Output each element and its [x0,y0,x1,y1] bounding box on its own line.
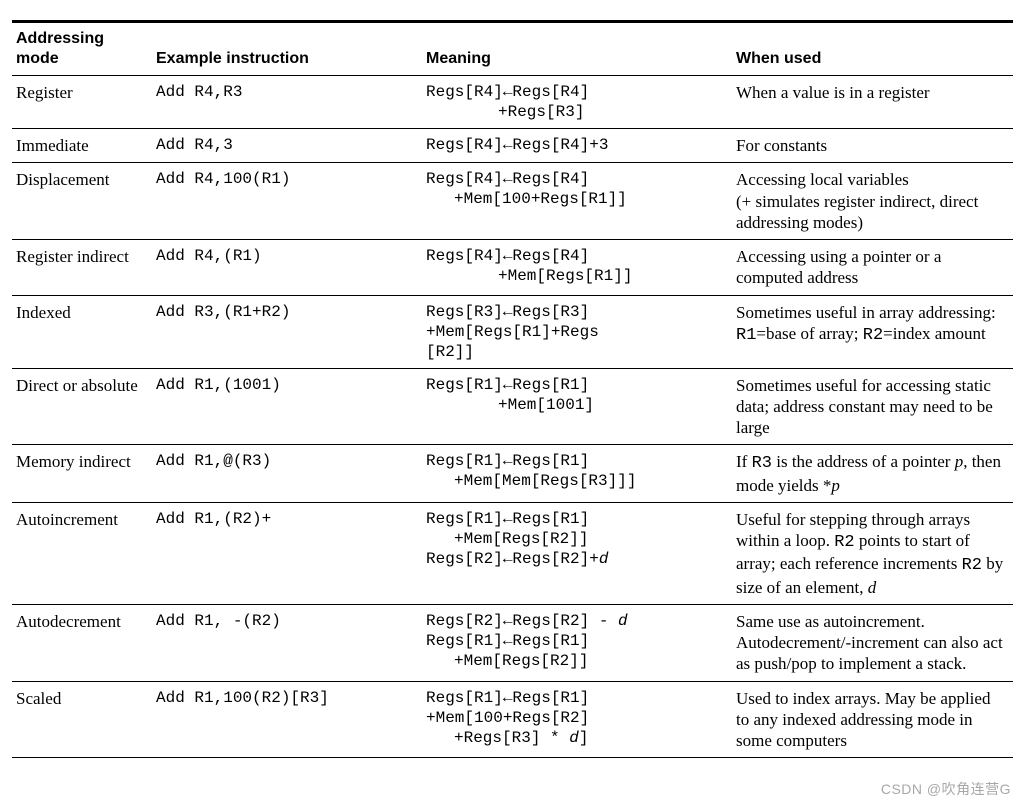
col-header-example: Example instruction [152,22,422,76]
cell-when: If R3 is the address of a pointer p, the… [732,445,1013,503]
cell-mode: Autoincrement [12,502,152,604]
cell-when: For constants [732,129,1013,163]
cell-mode: Register indirect [12,240,152,296]
cell-when: Accessing using a pointer or a computed … [732,240,1013,296]
cell-mode: Immediate [12,129,152,163]
cell-meaning: Regs[R4]←Regs[R4]+3 [422,129,732,163]
cell-when: When a value is in a register [732,76,1013,129]
cell-mode: Displacement [12,163,152,240]
cell-example: Add R1,(R2)+ [152,502,422,604]
cell-meaning: Regs[R4]←Regs[R4]+Mem[100+Regs[R1]] [422,163,732,240]
table-row: Register indirectAdd R4,(R1)Regs[R4]←Reg… [12,240,1013,296]
cell-when: Same use as autoincrement. Autodecrement… [732,604,1013,681]
cell-mode: Indexed [12,295,152,368]
cell-mode: Register [12,76,152,129]
table-row: DisplacementAdd R4,100(R1)Regs[R4]←Regs[… [12,163,1013,240]
cell-meaning: Regs[R1]←Regs[R1]+Mem[Regs[R2]]Regs[R2]←… [422,502,732,604]
table-row: RegisterAdd R4,R3Regs[R4]←Regs[R4]+Regs[… [12,76,1013,129]
cell-example: Add R1,@(R3) [152,445,422,503]
table-row: Direct or absoluteAdd R1,(1001)Regs[R1]←… [12,368,1013,445]
col-header-meaning: Meaning [422,22,732,76]
cell-meaning: Regs[R1]←Regs[R1]+Mem[1001] [422,368,732,445]
watermark: CSDN @吹角连营G [881,781,1011,799]
cell-example: Add R4,R3 [152,76,422,129]
cell-example: Add R4,(R1) [152,240,422,296]
cell-mode: Memory indirect [12,445,152,503]
cell-meaning: Regs[R4]←Regs[R4]+Mem[Regs[R1]] [422,240,732,296]
cell-mode: Autodecrement [12,604,152,681]
cell-meaning: Regs[R3]←Regs[R3]+Mem[Regs[R1]+Regs[R2]] [422,295,732,368]
cell-mode: Direct or absolute [12,368,152,445]
cell-example: Add R1,100(R2)[R3] [152,681,422,758]
cell-example: Add R4,100(R1) [152,163,422,240]
table-header: Addressingmode Example instruction Meani… [12,22,1013,76]
table-row: ImmediateAdd R4,3Regs[R4]←Regs[R4]+3For … [12,129,1013,163]
cell-when: Sometimes useful in array addressing: R1… [732,295,1013,368]
cell-example: Add R1,(1001) [152,368,422,445]
table-body: RegisterAdd R4,R3Regs[R4]←Regs[R4]+Regs[… [12,76,1013,758]
cell-when: Useful for stepping through arrays withi… [732,502,1013,604]
addressing-modes-table: Addressingmode Example instruction Meani… [12,20,1013,758]
cell-meaning: Regs[R2]←Regs[R2] - dRegs[R1]←Regs[R1]+M… [422,604,732,681]
table-row: AutodecrementAdd R1, -(R2)Regs[R2]←Regs[… [12,604,1013,681]
cell-meaning: Regs[R1]←Regs[R1]+Mem[Mem[Regs[R3]]] [422,445,732,503]
cell-example: Add R1, -(R2) [152,604,422,681]
cell-meaning: Regs[R1]←Regs[R1]+Mem[100+Regs[R2]+Regs[… [422,681,732,758]
cell-when: Accessing local variables(+ simulates re… [732,163,1013,240]
cell-mode: Scaled [12,681,152,758]
col-header-mode: Addressingmode [12,22,152,76]
table-row: Memory indirectAdd R1,@(R3)Regs[R1]←Regs… [12,445,1013,503]
cell-meaning: Regs[R4]←Regs[R4]+Regs[R3] [422,76,732,129]
cell-when: Sometimes useful for accessing static da… [732,368,1013,445]
table-row: AutoincrementAdd R1,(R2)+Regs[R1]←Regs[R… [12,502,1013,604]
cell-when: Used to index arrays. May be applied to … [732,681,1013,758]
cell-example: Add R4,3 [152,129,422,163]
col-header-when: When used [732,22,1013,76]
table-row: ScaledAdd R1,100(R2)[R3]Regs[R1]←Regs[R1… [12,681,1013,758]
cell-example: Add R3,(R1+R2) [152,295,422,368]
table-row: IndexedAdd R3,(R1+R2)Regs[R3]←Regs[R3]+M… [12,295,1013,368]
